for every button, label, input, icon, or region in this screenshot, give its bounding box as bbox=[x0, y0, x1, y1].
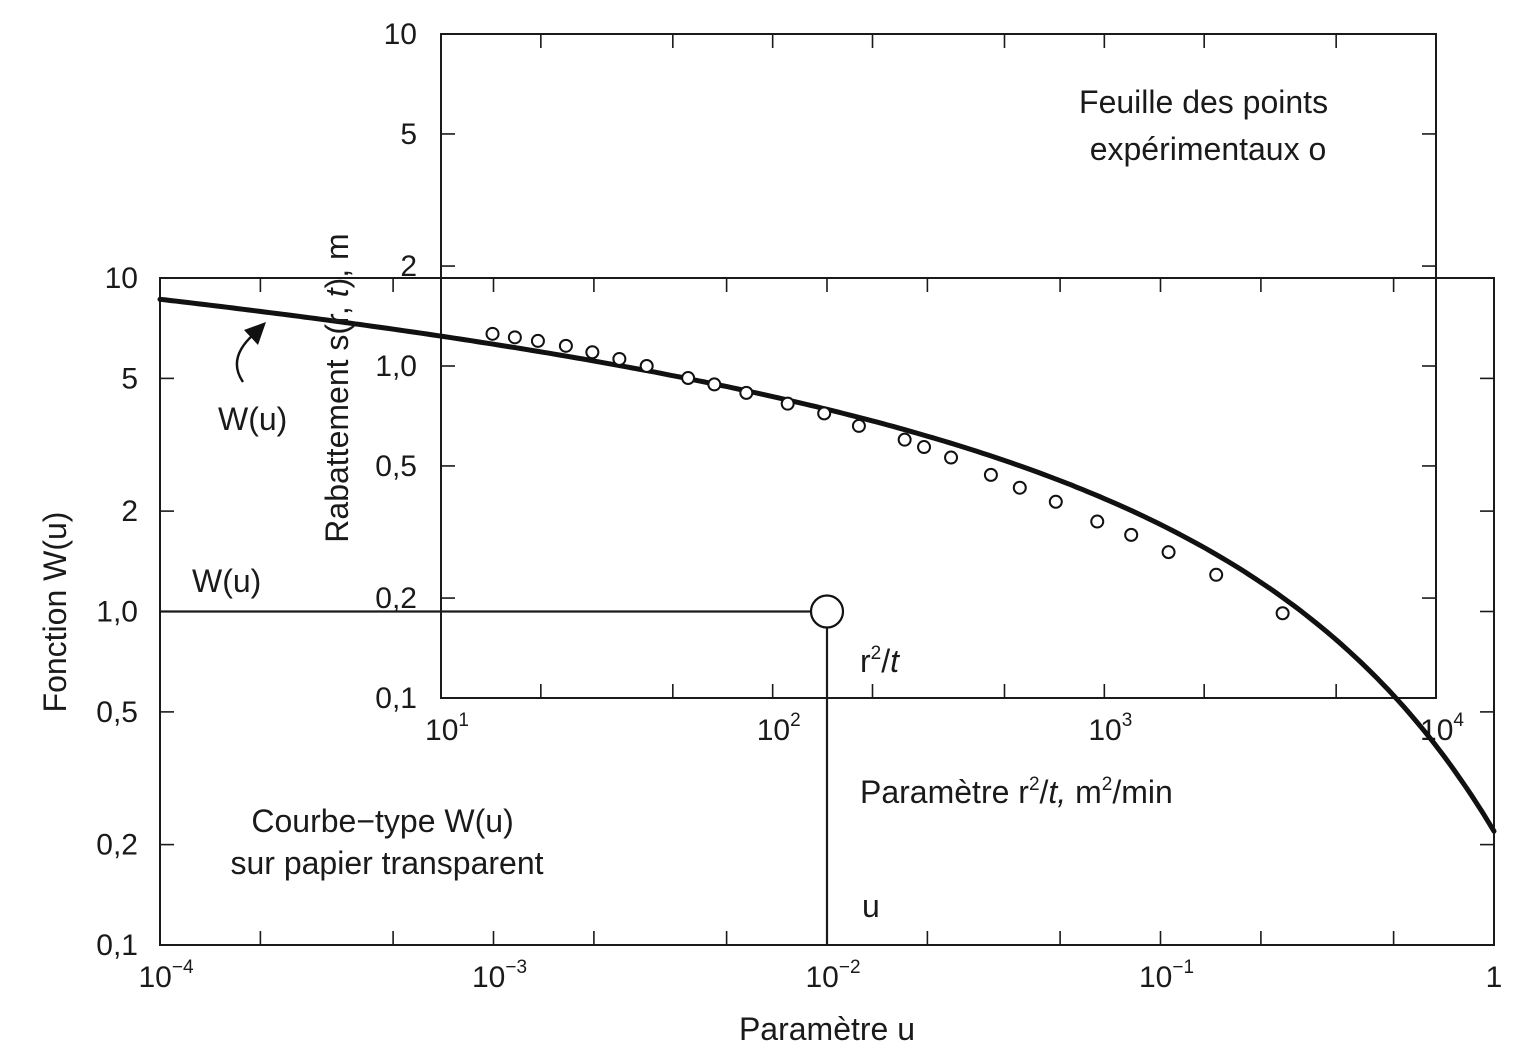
data-point bbox=[897, 432, 912, 447]
data-point bbox=[707, 377, 722, 392]
type-curve-y-tick-labels: 0,1 0,2 0,5 1,0 2 5 10 bbox=[96, 262, 138, 962]
curve-label-arrowhead bbox=[244, 322, 266, 345]
data-point bbox=[612, 351, 627, 366]
data-sheet-y-tick-label: 0,1 bbox=[375, 682, 417, 715]
type-curve-x-tick-label: 10−3 bbox=[472, 957, 527, 994]
data-point bbox=[485, 326, 500, 341]
data-point bbox=[1048, 494, 1063, 509]
type-curve-y-tick-label: 5 bbox=[121, 362, 138, 395]
type-curve-x-tick-labels: 10−4 10−3 10−2 10−1 1 bbox=[138, 957, 1502, 994]
data-point bbox=[739, 385, 754, 400]
match-point-w-label: W(u) bbox=[192, 563, 261, 599]
type-curve-x-tick-label: 10−1 bbox=[1139, 957, 1194, 994]
data-sheet-y-tick-label: 1,0 bbox=[375, 350, 417, 383]
data-point bbox=[817, 406, 832, 421]
data-point bbox=[1090, 514, 1105, 529]
data-point bbox=[944, 450, 959, 465]
data-point bbox=[639, 359, 654, 373]
type-curve-y-tick-label: 10 bbox=[105, 262, 138, 295]
data-point bbox=[983, 467, 998, 482]
data-point bbox=[1209, 567, 1224, 582]
data-sheet-y-tick-label: 10 bbox=[384, 18, 417, 51]
data-point bbox=[507, 330, 522, 345]
data-sheet-x-tick-label: 101 bbox=[425, 710, 469, 747]
data-sheet-y-tick-labels: 0,1 0,2 0,5 1,0 2 5 10 bbox=[375, 18, 417, 715]
type-curve-x-axis-title: Paramètre u bbox=[739, 1011, 915, 1047]
data-sheet-note-line-1: Feuille des points bbox=[1079, 84, 1328, 120]
type-curve-y-tick-label: 2 bbox=[121, 495, 138, 528]
data-sheet-note: Feuille des points expérimentaux o bbox=[1079, 84, 1337, 167]
data-sheet-y-tick-label: 2 bbox=[400, 250, 417, 283]
type-curve-y-tick-label: 0,1 bbox=[96, 929, 138, 962]
type-curve-y-tick-label: 0,2 bbox=[96, 829, 138, 862]
match-point-u-label: u bbox=[862, 888, 880, 924]
type-curve-x-tick-label: 10−4 bbox=[138, 957, 193, 994]
data-point bbox=[585, 345, 600, 360]
data-point bbox=[1124, 527, 1139, 542]
data-point bbox=[780, 396, 795, 411]
data-point bbox=[851, 418, 866, 433]
match-point-r2t-label: r2/t bbox=[860, 643, 900, 679]
data-sheet-y-tick-label: 0,5 bbox=[375, 450, 417, 483]
data-sheet-y-axis-title: Rabattement s(r, t), m bbox=[319, 233, 355, 542]
type-curve-y-tick-label: 1,0 bbox=[96, 596, 138, 629]
curve-label-arrow bbox=[235, 333, 255, 383]
data-point bbox=[558, 338, 573, 353]
data-sheet-x-axis-title: Paramètre r2/t, m2/min bbox=[860, 774, 1173, 810]
data-point bbox=[917, 440, 932, 455]
type-curve-y-axis-title: Fonction W(u) bbox=[37, 512, 73, 713]
data-point bbox=[1275, 606, 1290, 621]
data-point bbox=[1012, 480, 1027, 495]
type-curve-x-tick-label: 10−2 bbox=[805, 957, 860, 994]
data-point bbox=[1161, 545, 1176, 560]
data-point bbox=[530, 333, 545, 348]
data-sheet-ticks bbox=[440, 33, 1437, 699]
type-curve-note-line-1: Courbe−type W(u) bbox=[251, 803, 513, 839]
data-sheet-x-tick-labels: 101 102 103 104 bbox=[425, 710, 1464, 747]
data-point bbox=[681, 371, 696, 386]
data-sheet-x-tick-label: 103 bbox=[1088, 710, 1132, 747]
type-curve-ticks bbox=[159, 277, 1495, 946]
data-sheet-y-tick-label: 0,2 bbox=[375, 582, 417, 615]
match-point-marker bbox=[809, 594, 845, 629]
type-curve-note-line-2: sur papier transparent bbox=[230, 845, 543, 881]
type-curve-x-tick-label: 1 bbox=[1486, 961, 1503, 994]
data-sheet-note-line-2: expérimentaux o bbox=[1090, 131, 1327, 167]
data-sheet-x-tick-label: 104 bbox=[1420, 710, 1464, 747]
type-curve-y-tick-label: 0,5 bbox=[96, 696, 138, 729]
type-curve-label: W(u) bbox=[218, 401, 287, 437]
data-sheet-y-tick-label: 5 bbox=[400, 118, 417, 151]
type-curve-note: Courbe−type W(u) sur papier transparent bbox=[230, 803, 543, 881]
observed-drawdown-points bbox=[485, 326, 1290, 621]
data-sheet-x-tick-label: 102 bbox=[757, 710, 801, 747]
